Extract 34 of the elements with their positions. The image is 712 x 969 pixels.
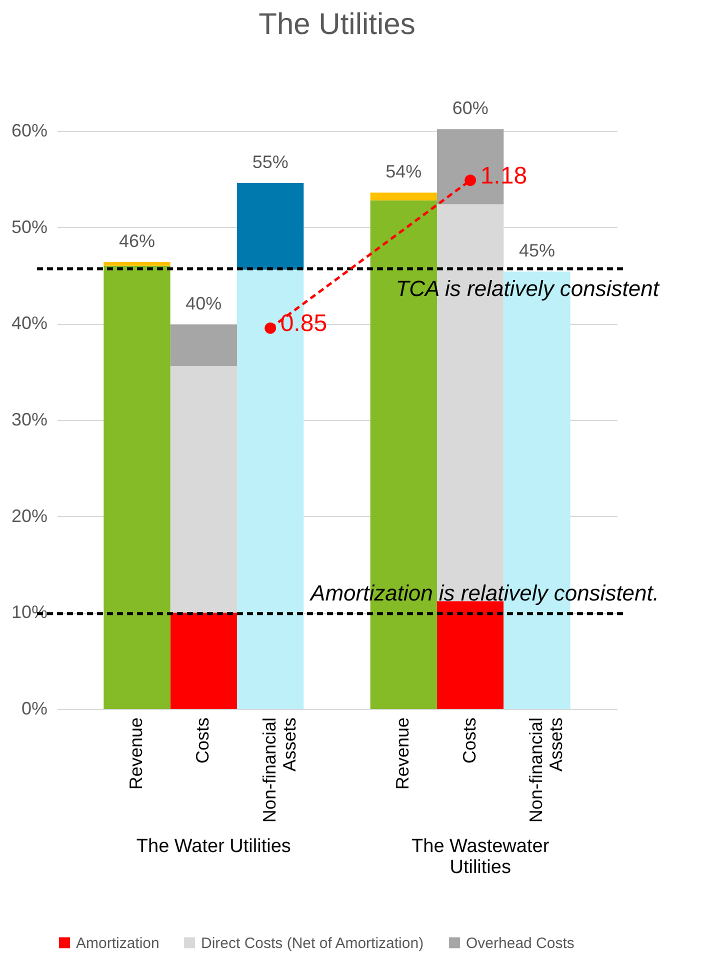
x-tick-label: Costs — [192, 718, 213, 764]
x-tick-label: Revenue — [126, 718, 146, 790]
legend-label: Direct Costs (Net of Amortization) — [201, 934, 424, 952]
data-label: 0.85 — [280, 310, 328, 338]
y-tick-label: 10% — [11, 602, 48, 622]
total-label: 60% — [452, 98, 488, 118]
x-tick-label: Non-financial Assets — [259, 718, 300, 823]
x-tick-label: Non-financial Assets — [526, 718, 566, 823]
legend-label: Amortization — [76, 934, 160, 952]
y-tick-label: 60% — [11, 120, 48, 140]
y-tick-label: 40% — [11, 313, 48, 334]
y-tick-label: 50% — [11, 216, 48, 237]
bar — [170, 612, 237, 709]
bar — [237, 183, 304, 270]
y-tick-label: 20% — [11, 506, 48, 526]
total-label: 45% — [518, 240, 556, 261]
x-tick-label: Costs — [459, 718, 480, 764]
x-tick-label: Revenue — [392, 718, 413, 790]
bar — [170, 324, 237, 366]
y-tick-label: 30% — [11, 410, 48, 430]
total-label: 46% — [118, 231, 156, 252]
bar — [104, 262, 170, 266]
legend-label: Overhead Costs — [466, 934, 574, 952]
bar — [104, 266, 170, 709]
total-label: 40% — [186, 294, 222, 314]
total-label: 55% — [252, 152, 288, 172]
y-tick-label: 0% — [21, 698, 48, 718]
bar — [370, 192, 437, 200]
text: The Water Utilities — [136, 836, 291, 857]
text: The Wastewater Utilities — [412, 836, 550, 878]
total-label: 54% — [386, 162, 422, 182]
data-label: 1.18 — [480, 162, 528, 190]
chart-title: The Utilities — [258, 8, 416, 42]
bar — [170, 366, 237, 613]
